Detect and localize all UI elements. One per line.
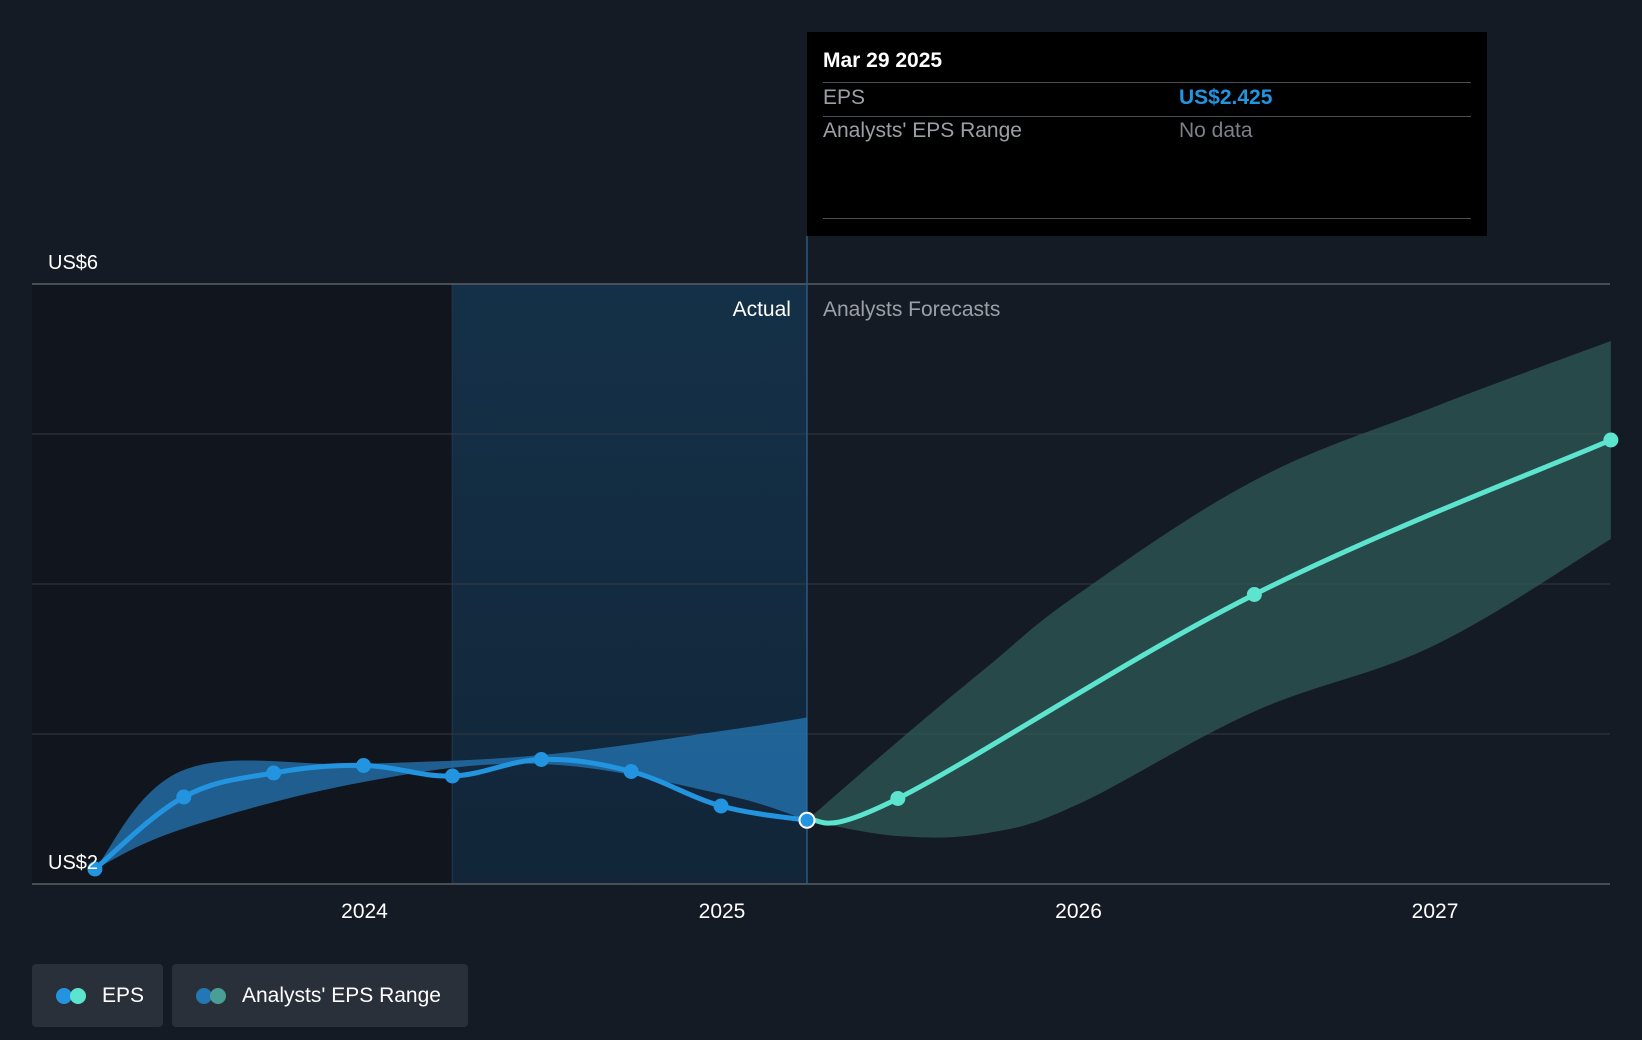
- eps-point: [87, 861, 103, 877]
- y-axis-label: US$6: [48, 252, 98, 274]
- y-axis-label: US$2: [48, 852, 98, 874]
- legend-eps-icon: [56, 987, 86, 1004]
- eps-forecast-line: [804, 437, 1614, 826]
- tooltip-divider: [823, 82, 1471, 83]
- x-axis-label: 2026: [1055, 900, 1102, 923]
- eps-point: [623, 764, 639, 779]
- legend-eps-label: EPS: [102, 983, 145, 1007]
- eps-range-band-forecast: [806, 341, 1611, 838]
- eps-point: [533, 752, 549, 767]
- eps-point: [266, 765, 282, 781]
- tooltip-eps-label: EPS: [823, 86, 866, 109]
- eps-current-point: [798, 811, 816, 829]
- eps-point: [356, 758, 372, 773]
- legend-item-range[interactable]: Analysts' EPS Range: [172, 964, 468, 1027]
- eps-point: [444, 768, 460, 784]
- tooltip-divider: [823, 116, 1471, 117]
- eps-range-band-past: [94, 717, 807, 869]
- legend-range-icon: [196, 987, 226, 1004]
- eps-forecast-point: [1246, 587, 1262, 602]
- legend-range-label: Analysts' EPS Range: [242, 983, 441, 1007]
- x-axis-label: 2025: [699, 900, 746, 923]
- tooltip-range-label: Analysts' EPS Range: [823, 119, 1022, 142]
- tooltip-range-value: No data: [1179, 119, 1253, 142]
- eps-point: [713, 798, 729, 814]
- tooltip: Mar 29 2025 EPS US$2.425 Analysts' EPS R…: [807, 32, 1487, 236]
- x-axis-label: 2027: [1412, 900, 1459, 923]
- eps-forecast-point: [1603, 432, 1619, 448]
- actual-label: Actual: [733, 298, 791, 321]
- eps-point: [176, 789, 192, 805]
- tooltip-eps-value: US$2.425: [1179, 86, 1273, 109]
- eps-forecast-point: [890, 791, 906, 806]
- forecast-label: Analysts Forecasts: [823, 298, 1000, 321]
- tooltip-date: Mar 29 2025: [823, 49, 943, 72]
- legend-item-eps[interactable]: EPS: [32, 964, 163, 1027]
- x-axis-label: 2024: [341, 900, 388, 923]
- tooltip-divider: [823, 218, 1471, 219]
